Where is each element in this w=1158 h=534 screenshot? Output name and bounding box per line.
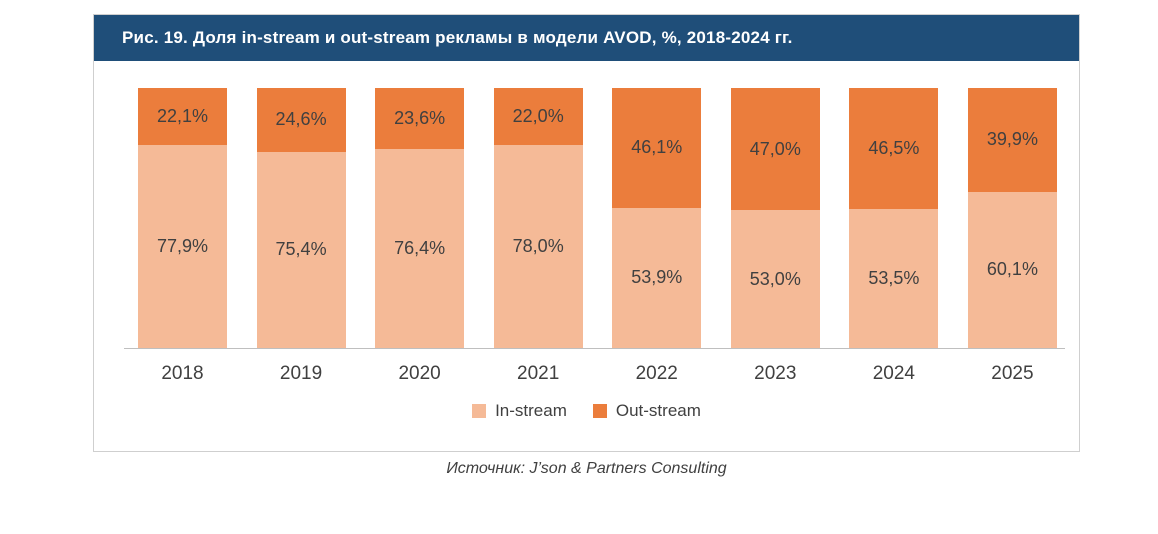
bar-segment-out-stream: 22,1% [138,88,227,146]
bar-2020: 23,6% 76,4% [375,88,465,348]
bar-value-label: 53,0% [749,268,801,289]
x-axis-label: 2024 [872,363,916,384]
x-axis-labels: 2018 2019 2020 2021 2022 2023 2024 2025 [94,363,1079,385]
bar-segment-out-stream: 23,6% [375,88,465,150]
x-axis-label: 2021 [517,363,560,384]
x-axis-label: 2018 [161,363,204,384]
bar-value-label: 47,0% [749,138,801,159]
bar-value-label: 53,9% [631,267,683,288]
bar-segment-in-stream: 60,1% [967,191,1057,348]
bar-value-label: 75,4% [275,239,327,260]
legend-swatch-out-stream [592,404,607,418]
x-axis-label: 2020 [398,363,441,384]
legend: In-stream Out-stream [94,401,1079,421]
bar-value-label: 46,5% [868,137,920,158]
stacked-bar-chart: 22,1% 77,9% 24,6% 75,4% 23,6% 76,4% 22,0% 78,0%… [94,88,1079,421]
bar-segment-in-stream: 53,0% [730,210,820,348]
legend-label: In-stream [495,401,567,420]
bar-2023: 47,0% 53,0% [730,88,820,348]
bar-segment-out-stream: 22,0% [493,88,583,146]
x-axis-line [124,348,1065,349]
x-axis-label: 2025 [991,363,1034,384]
bar-value-label: 46,1% [631,137,683,158]
bar-segment-in-stream: 76,4% [375,149,465,348]
bar-segment-in-stream: 78,0% [493,145,583,348]
bar-segment-out-stream: 46,5% [849,88,939,209]
bar-value-label: 78,0% [512,236,564,257]
bar-2025: 39,9% 60,1% [967,88,1057,348]
bar-value-label: 24,6% [275,109,327,130]
bar-value-label: 53,5% [868,267,920,288]
bar-value-label: 77,9% [156,236,209,257]
bar-value-label: 22,0% [512,106,564,127]
bar-segment-in-stream: 77,9% [138,145,227,348]
bar-segment-in-stream: 75,4% [256,151,346,348]
bar-segment-in-stream: 53,5% [849,208,939,348]
bar-segment-out-stream: 39,9% [967,88,1057,192]
x-axis-label: 2019 [279,363,323,384]
legend-label: Out-stream [615,401,701,420]
figure-card: Рис. 19. Доля in-stream и out-stream рек… [93,14,1080,452]
legend-item-out-stream: Out-stream [592,401,701,421]
bar-2024: 46,5% 53,5% [849,88,939,348]
bar-value-label: 76,4% [394,238,446,259]
legend-swatch-in-stream [472,404,487,418]
bar-2019: 24,6% 75,4% [256,88,346,348]
bars-area: 22,1% 77,9% 24,6% 75,4% 23,6% 76,4% 22,0% 78,0%… [94,88,1079,348]
bar-segment-out-stream: 46,1% [612,88,702,208]
bar-value-label: 23,6% [394,108,446,129]
bar-value-label: 39,9% [986,129,1038,150]
x-axis-label: 2023 [754,363,797,384]
bar-segment-in-stream: 53,9% [612,207,702,348]
bar-2018: 22,1% 77,9% [138,88,227,348]
bar-value-label: 22,1% [156,106,209,127]
bar-segment-out-stream: 24,6% [256,88,346,152]
figure-title-bar: Рис. 19. Доля in-stream и out-stream рек… [94,15,1079,61]
x-axis-label: 2022 [635,363,678,384]
bar-2021: 22,0% 78,0% [493,88,583,348]
bar-value-label: 60,1% [986,259,1038,280]
source-caption: Источник: J’son & Partners Consulting [446,460,727,477]
legend-item-in-stream: In-stream [472,401,567,421]
bar-2022: 46,1% 53,9% [612,88,702,348]
figure-title: Рис. 19. Доля in-stream и out-stream рек… [122,28,793,47]
bar-segment-out-stream: 47,0% [730,88,820,211]
